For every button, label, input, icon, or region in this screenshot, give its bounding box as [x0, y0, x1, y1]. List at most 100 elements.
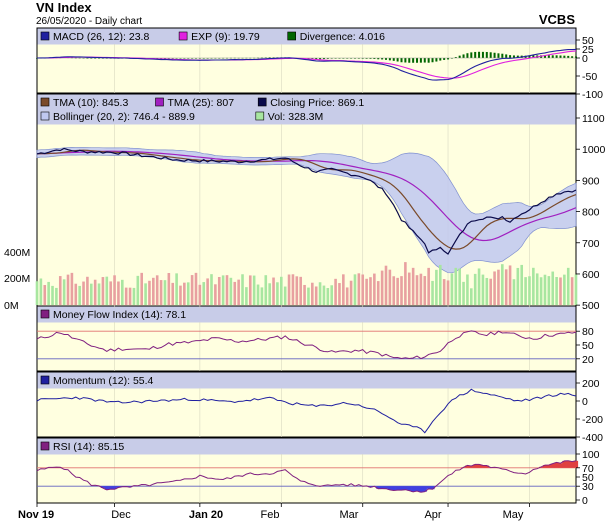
volume-bar [354, 274, 357, 305]
volume-bar [385, 266, 388, 305]
volume-bar [505, 269, 508, 305]
volume-bar [276, 282, 279, 305]
volume-bar [412, 268, 415, 305]
volume-bar [109, 281, 112, 305]
volume-bar [338, 283, 341, 305]
volume-bar [199, 285, 202, 305]
volume-bar [431, 281, 434, 305]
rsi-overbought-fill [570, 462, 574, 468]
macd-legend-label: Divergence: 4.016 [300, 31, 385, 43]
volume-bar [408, 273, 411, 305]
momentum-axis-tick-label: -400 [582, 432, 603, 444]
divergence-bar [385, 58, 387, 60]
price-legend-swatch [256, 112, 264, 120]
volume-bar [55, 288, 58, 305]
divergence-bar [482, 52, 484, 58]
mfi-axis-tick-label: 20 [582, 354, 594, 366]
price-legend-swatch [41, 112, 49, 120]
price-axis-tick-label: 600 [582, 269, 600, 281]
volume-bar [191, 275, 194, 305]
volume-bar [575, 275, 578, 305]
divergence-bar [552, 55, 554, 58]
volume-bar [497, 270, 500, 305]
divergence-bar [459, 56, 461, 58]
volume-bar [257, 285, 260, 305]
volume-bar [102, 277, 105, 305]
volume-bar [540, 277, 543, 305]
volume-bar [358, 273, 361, 305]
volume-bar [486, 278, 489, 305]
volume-bar [226, 275, 229, 305]
volume-bar [179, 286, 182, 305]
volume-bar [47, 282, 50, 305]
x-axis-label: Nov 19 [18, 509, 54, 521]
momentum-axis-tick-label: 200 [582, 378, 600, 390]
volume-bar [296, 276, 299, 305]
volume-bar [299, 277, 302, 305]
macd-legend-swatch [179, 32, 187, 40]
volume-bar [307, 288, 310, 305]
x-axis-label: Mar [340, 509, 359, 521]
price-legend-swatch [156, 98, 164, 106]
volume-axis-label: 400M [4, 247, 30, 259]
volume-bar [67, 275, 70, 305]
mfi-legend-swatch [41, 310, 49, 318]
volume-bar [396, 278, 399, 305]
volume-bar [470, 288, 473, 305]
divergence-bar [478, 52, 480, 58]
volume-bar [567, 268, 570, 305]
divergence-bar [505, 54, 507, 58]
divergence-bar [486, 52, 488, 58]
volume-bar [548, 276, 551, 305]
x-axis-labels: Nov 19 Dec Jan 20 Feb Mar Apr May [18, 503, 529, 521]
chart-subtitle: 26/05/2020 - Daily chart [36, 16, 142, 27]
volume-bar [381, 271, 384, 305]
volume-bar [249, 275, 252, 305]
volume-bar [51, 286, 54, 305]
volume-bar [78, 286, 81, 305]
volume-bar [133, 288, 136, 305]
volume-bar [71, 273, 74, 305]
volume-bar [40, 278, 43, 305]
volume-bar [129, 288, 132, 305]
divergence-bar [439, 58, 441, 61]
rsi-legend-swatch [41, 442, 49, 450]
price-legend-label: TMA (10): 845.3 [53, 97, 128, 109]
volume-bar [563, 275, 566, 305]
volume-bar [373, 274, 376, 305]
volume-bar [346, 287, 349, 305]
divergence-bar [432, 58, 434, 62]
price-axis-tick-label: 800 [582, 207, 600, 219]
volume-bar [532, 268, 535, 305]
rsi-overbought-fill [566, 461, 570, 468]
momentum-legend-label: Momentum (12): 55.4 [53, 375, 154, 387]
volume-bar [435, 270, 438, 305]
volume-bar [183, 283, 186, 305]
rsi-oversold-fill [396, 486, 400, 490]
macd-legend-label: EXP (9): 19.79 [191, 31, 260, 43]
volume-bar [517, 268, 520, 305]
divergence-bar [494, 53, 496, 58]
price-axis-tick-label: 500 [582, 300, 600, 312]
momentum-legend-swatch [41, 376, 49, 384]
volume-bar [524, 277, 527, 305]
volume-bar [350, 281, 353, 305]
volume-bar [489, 279, 492, 305]
volume-bar [323, 286, 326, 305]
volume-bar [121, 280, 124, 305]
volume-bar [427, 268, 430, 305]
volume-bar [140, 273, 143, 305]
x-axis-label: Jan 20 [189, 509, 223, 521]
price-legend-swatch [258, 98, 266, 106]
volume-bar [288, 274, 291, 305]
volume-bar [233, 282, 236, 305]
x-axis-label: Dec [111, 509, 131, 521]
volume-bar [253, 276, 256, 305]
volume-bar [284, 287, 287, 305]
volume-bar [280, 277, 283, 305]
volume-bar [168, 273, 171, 305]
price-axis-tick-label: 700 [582, 238, 600, 250]
volume-bar [520, 265, 523, 305]
volume-bar [420, 274, 423, 305]
volume-axis-label: 0M [4, 300, 19, 312]
